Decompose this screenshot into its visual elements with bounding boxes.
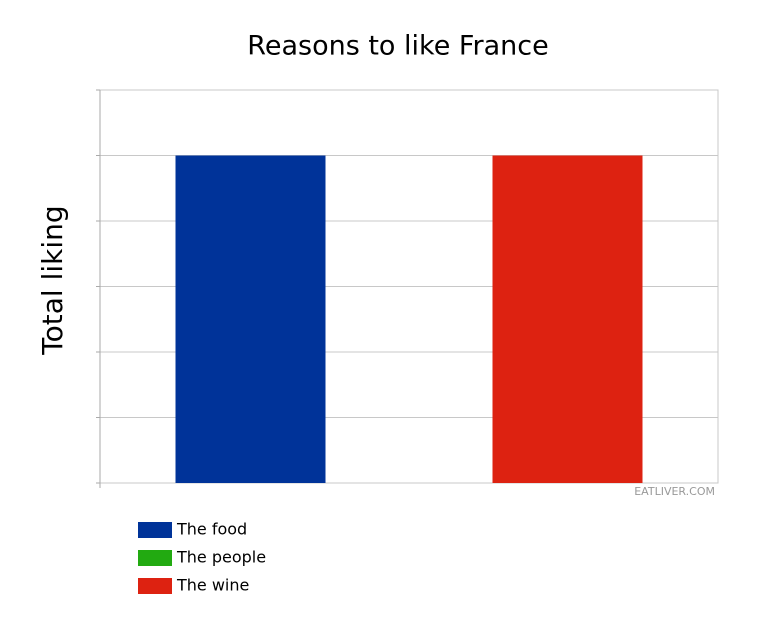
legend-swatch bbox=[138, 550, 172, 566]
chart-title: Reasons to like France bbox=[247, 31, 548, 62]
watermark: EATLIVER.COM bbox=[634, 485, 715, 498]
legend-label: The wine bbox=[176, 576, 249, 595]
legend-swatch bbox=[138, 578, 172, 594]
bar bbox=[175, 155, 326, 483]
legend-label: The food bbox=[176, 520, 247, 539]
y-axis-label: Total liking bbox=[36, 205, 69, 355]
legend-swatch bbox=[138, 522, 172, 538]
bar bbox=[492, 155, 643, 483]
legend-label: The people bbox=[176, 548, 266, 567]
